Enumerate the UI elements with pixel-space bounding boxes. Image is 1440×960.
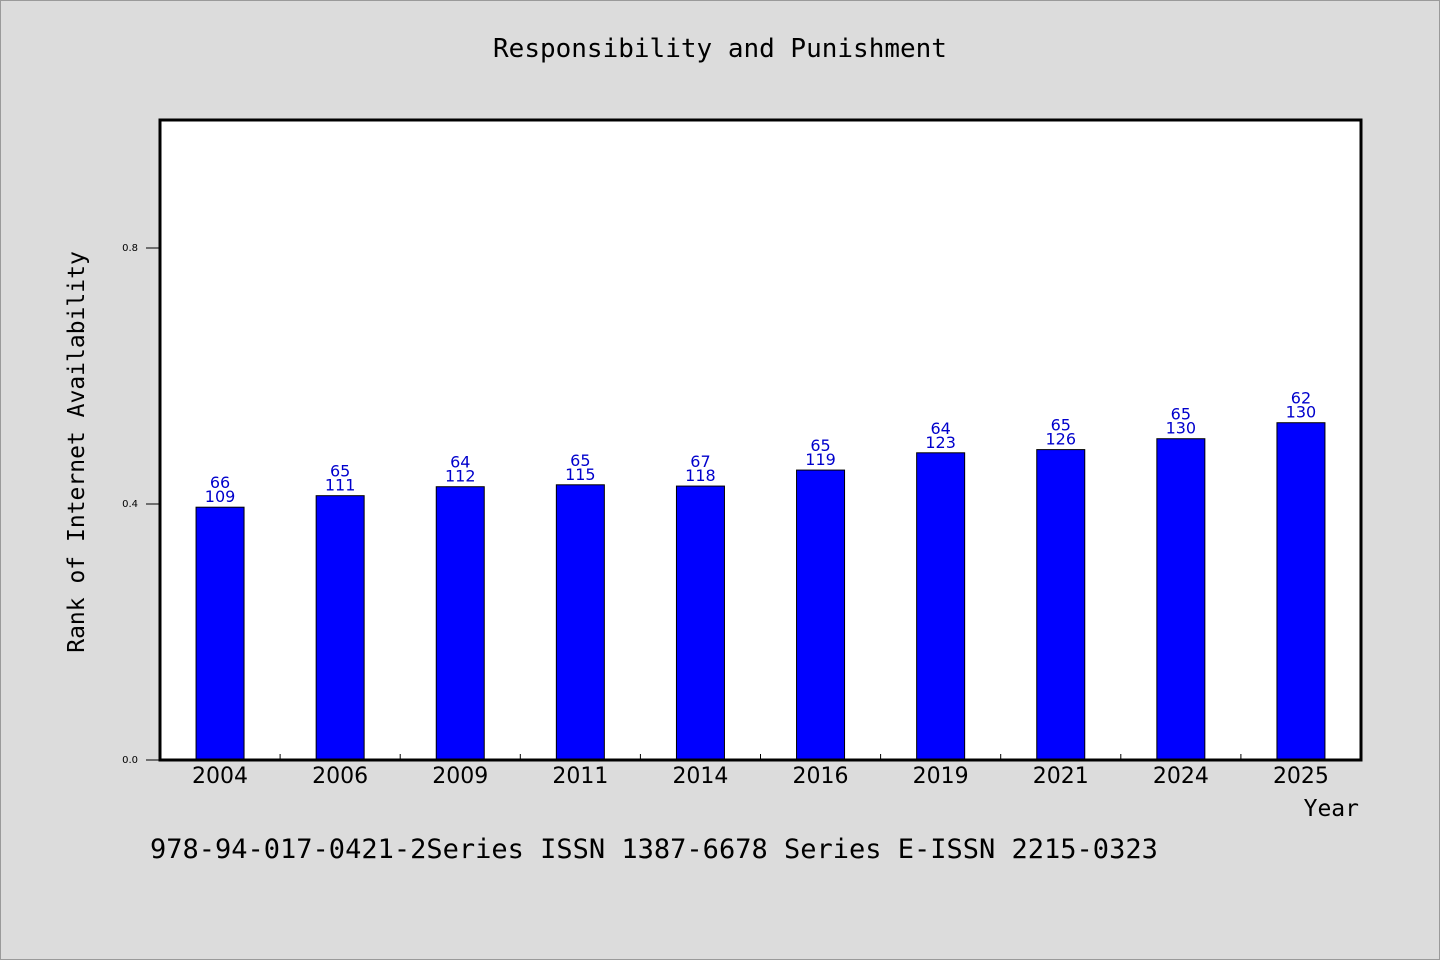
data-label-bottom-2021: 126 [1045,430,1076,449]
data-label-top-2024: 65 [1171,405,1191,424]
x-tick-label-2025: 2025 [1273,764,1329,789]
data-label-bottom-2025: 130 [1286,403,1317,422]
data-label-top-2016: 65 [810,436,830,455]
bar-2014 [675,485,725,761]
data-label-top-2009: 64 [450,453,470,472]
data-label-top-2014: 67 [690,452,710,471]
footer-text: 978-94-017-0421-2Series ISSN 1387-6678 S… [150,834,1158,865]
bar-2006 [315,495,365,761]
x-axis-title: Year [1304,796,1359,822]
x-tick-label-2019: 2019 [913,764,969,789]
data-label-bottom-2016: 119 [805,450,836,469]
bar-2011 [555,484,605,761]
data-label-bottom-2014: 118 [685,466,716,485]
x-tick-label-2016: 2016 [793,764,849,789]
bar-2009 [435,486,485,761]
x-tick-label-2011: 2011 [552,764,608,789]
data-label-top-2019: 64 [930,419,950,438]
x-tick-label-2024: 2024 [1153,764,1209,789]
bar-2016 [796,469,846,761]
bar-2025 [1276,422,1326,761]
bar-2024 [1156,438,1206,761]
data-label-top-2006: 65 [330,462,350,481]
data-label-bottom-2006: 111 [325,476,356,495]
data-label-bottom-2009: 112 [445,467,476,486]
plot-border [158,118,1363,762]
x-tick-label-2006: 2006 [312,764,368,789]
bar-2019 [916,452,966,761]
x-tick-label-2021: 2021 [1033,764,1089,789]
y-tick-label-0.4: 0.4 [122,499,138,510]
data-label-bottom-2011: 115 [565,465,596,484]
bar-2021 [1036,449,1086,761]
bar-2004 [195,506,245,761]
data-label-top-2025: 62 [1291,389,1311,408]
y-tick-label-0.0: 0.0 [122,755,138,766]
x-tick-label-2009: 2009 [432,764,488,789]
x-tick-label-2014: 2014 [672,764,728,789]
data-label-bottom-2019: 123 [925,433,956,452]
y-axis-title: Rank of Internet Availability [64,251,90,653]
x-tick-label-2004: 2004 [192,764,248,789]
data-label-bottom-2024: 130 [1166,419,1197,438]
y-tick-label-0.8: 0.8 [122,243,138,254]
data-label-top-2004: 66 [210,473,230,492]
chart-title: Responsibility and Punishment [493,34,947,64]
data-label-bottom-2004: 109 [205,487,236,506]
data-label-top-2021: 65 [1051,416,1071,435]
data-label-top-2011: 65 [570,451,590,470]
